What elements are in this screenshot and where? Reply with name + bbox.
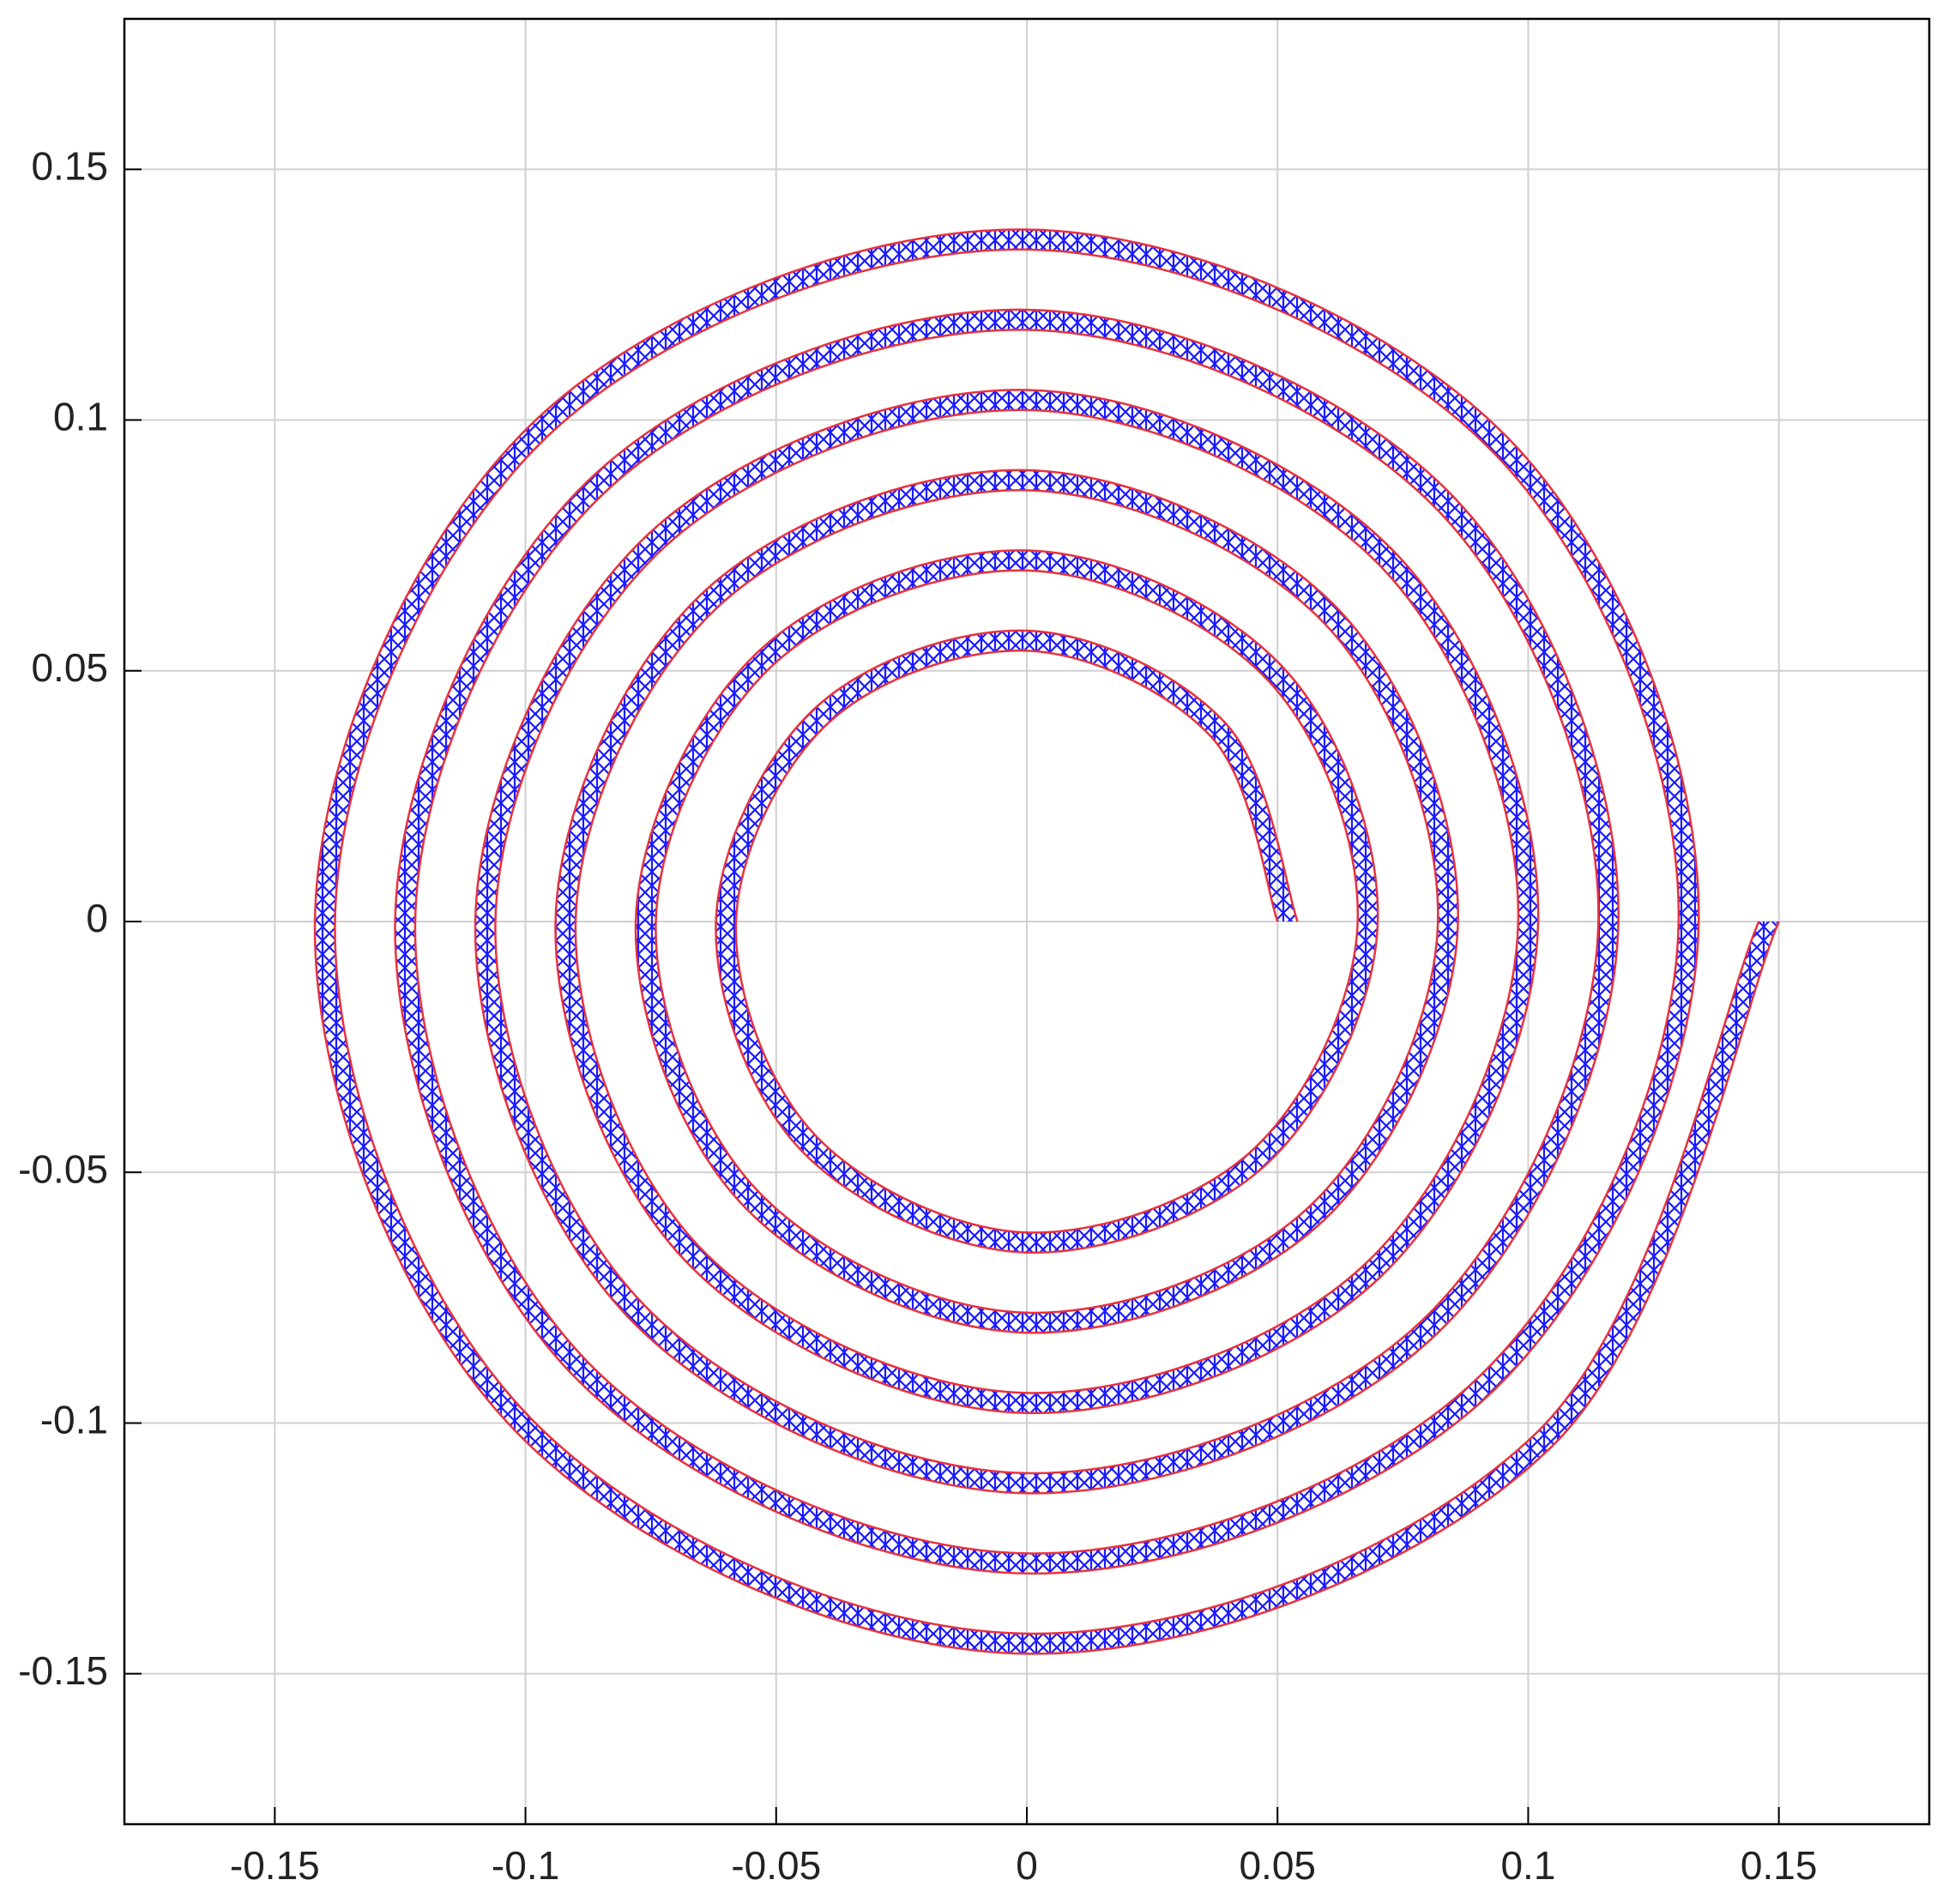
x-tick-label: 0: [1016, 1843, 1038, 1888]
x-tick-label: 0.1: [1500, 1843, 1555, 1888]
y-tick-label: 0: [86, 896, 108, 940]
y-tick-label: 0.1: [53, 395, 108, 439]
mesh-band: [315, 229, 1779, 1654]
y-tick-label: -0.15: [18, 1648, 108, 1693]
x-tick-label: -0.05: [731, 1843, 821, 1888]
y-tick-label: 0.05: [31, 645, 108, 690]
y-tick-label: 0.15: [31, 143, 108, 188]
series-line: [334, 248, 1760, 1635]
x-tick-label: 0.05: [1239, 1843, 1316, 1888]
series-line: [313, 228, 1780, 1655]
y-tick-label: -0.05: [18, 1146, 108, 1191]
x-tick-label: -0.1: [492, 1843, 559, 1888]
y-tick-label: -0.1: [40, 1398, 108, 1442]
x-tick-label: -0.15: [230, 1843, 320, 1888]
x-tick-label: 0.15: [1741, 1843, 1818, 1888]
axes-box: [123, 17, 1931, 1826]
